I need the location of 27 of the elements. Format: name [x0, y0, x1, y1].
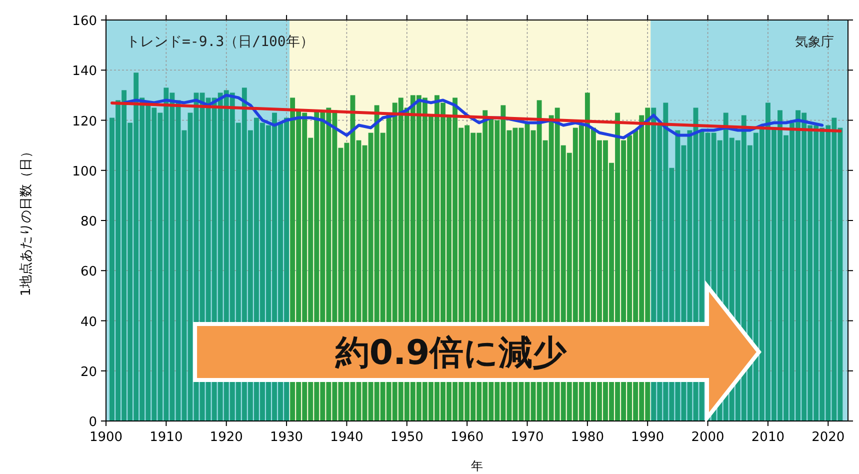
- x-tick-label: 1950: [390, 430, 424, 445]
- x-axis-title: 年: [471, 459, 483, 473]
- y-tick-label: 140: [72, 64, 97, 80]
- x-tick-label: 1970: [510, 430, 544, 445]
- x-tick-label: 2020: [812, 430, 845, 445]
- y-axis-title: 1地点あたりの日数（日）: [19, 144, 34, 296]
- x-tick-label: 1980: [570, 430, 604, 445]
- x-tick-label: 1930: [270, 430, 304, 445]
- x-tick-label: 1900: [89, 430, 123, 445]
- y-tick-label: 20: [80, 364, 97, 380]
- y-tick-label: 100: [72, 164, 97, 180]
- y-tick-label: 60: [80, 264, 97, 280]
- x-tick-label: 1910: [150, 430, 183, 445]
- y-tick-label: 0: [88, 415, 97, 430]
- x-tick-label: 1920: [210, 430, 243, 445]
- y-tick-label: 80: [80, 214, 97, 230]
- y-tick-label: 120: [72, 114, 97, 130]
- x-tick-label: 2000: [691, 430, 724, 445]
- x-tick-label: 2010: [751, 430, 785, 445]
- annotation: トレンド=-9.3（日/100年）: [126, 34, 314, 50]
- x-tick-label: 1960: [450, 430, 484, 445]
- y-tick-label: 160: [72, 14, 97, 29]
- x-tick-label: 1990: [631, 430, 664, 445]
- x-tick-label: 1940: [330, 430, 364, 445]
- y-tick-label: 40: [80, 314, 97, 330]
- annotation: 気象庁: [795, 34, 834, 50]
- annotation: 約0.9倍に減少: [334, 333, 568, 373]
